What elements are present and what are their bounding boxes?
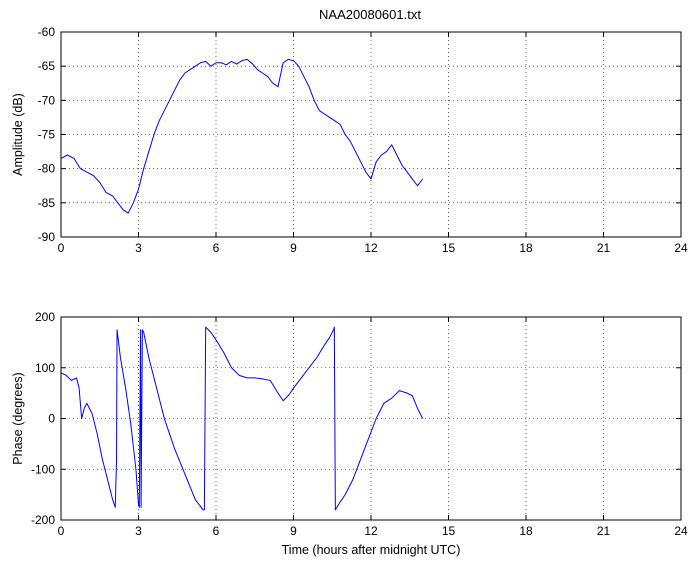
amplitude-x-tick-label: 21 xyxy=(597,241,611,255)
amplitude-y-tick-label: -65 xyxy=(38,59,56,73)
phase-x-tick-label: 21 xyxy=(597,524,611,538)
figure-title: NAA20080601.txt xyxy=(319,7,421,22)
amplitude-x-tick-label: 15 xyxy=(442,241,456,255)
phase-x-tick-label: 24 xyxy=(674,524,688,538)
amplitude-series-line xyxy=(60,58,424,214)
phase-plot: 0 3 6 9 12 15 18 21 24 -200 -100 0 100 200 Phase (degr… xyxy=(11,310,688,557)
phase-x-axis-label: Time (hours after midnight UTC) xyxy=(282,543,461,557)
amplitude-x-tick-label: 6 xyxy=(213,241,220,255)
amplitude-x-tick-label: 0 xyxy=(58,241,65,255)
phase-y-tick-label: 100 xyxy=(35,361,55,375)
phase-y-axis-label: Phase (degrees) xyxy=(11,372,25,464)
phase-x-tick-label: 6 xyxy=(213,524,220,538)
amplitude-y-axis-label: Amplitude (dB) xyxy=(11,93,25,176)
amplitude-x-tick-label: 24 xyxy=(674,241,688,255)
phase-x-tick-label: 0 xyxy=(58,524,65,538)
amplitude-y-tick-label: -60 xyxy=(38,25,56,39)
phase-x-tick-label: 12 xyxy=(364,524,378,538)
phase-x-tick-label: 9 xyxy=(290,524,297,538)
phase-y-tick-label: 200 xyxy=(35,310,55,324)
amplitude-x-tick-label: 18 xyxy=(519,241,533,255)
amplitude-y-tick-label: -75 xyxy=(38,128,56,142)
phase-x-tick-label: 18 xyxy=(519,524,533,538)
amplitude-x-tick-label: 9 xyxy=(290,241,297,255)
amplitude-y-tick-label: -85 xyxy=(38,196,56,210)
phase-y-tick-label: -200 xyxy=(31,513,55,527)
amplitude-x-tick-label: 3 xyxy=(135,241,142,255)
phase-x-tick-label: 3 xyxy=(135,524,142,538)
phase-y-tick-label: 0 xyxy=(48,412,55,426)
phase-y-tick-label: -100 xyxy=(31,462,55,476)
phase-x-tick-label: 15 xyxy=(442,524,456,538)
amplitude-y-tick-label: -70 xyxy=(38,93,56,107)
amplitude-y-tick-label: -90 xyxy=(38,230,56,244)
amplitude-plot: 0 3 6 9 12 15 18 21 24 -90 -85 -80 -75 -70 -65 -60 Ampli… xyxy=(11,25,688,255)
phase-series-line xyxy=(60,326,424,511)
amplitude-x-tick-label: 12 xyxy=(364,241,378,255)
amplitude-y-tick-label: -80 xyxy=(38,162,56,176)
